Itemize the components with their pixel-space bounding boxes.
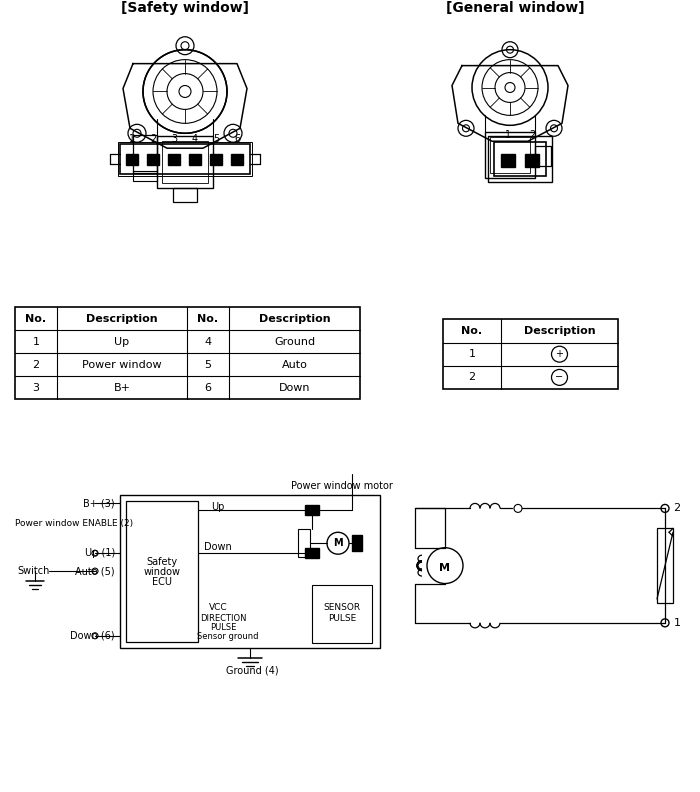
Text: Power window ENABLE (2): Power window ENABLE (2) — [15, 519, 133, 527]
Bar — [147, 154, 159, 165]
Bar — [352, 535, 362, 551]
Text: 4: 4 — [192, 135, 198, 144]
Bar — [443, 319, 618, 389]
Text: B+ (3): B+ (3) — [83, 498, 115, 508]
Text: 2: 2 — [150, 135, 156, 144]
Text: 3: 3 — [171, 135, 177, 144]
Text: 2: 2 — [529, 130, 535, 140]
Text: B+: B+ — [113, 383, 130, 393]
Text: M: M — [440, 562, 451, 573]
Circle shape — [92, 568, 98, 574]
Text: Up (1): Up (1) — [85, 548, 115, 558]
Text: M: M — [333, 539, 343, 548]
Text: [General window]: [General window] — [446, 1, 584, 15]
Bar — [210, 154, 222, 165]
Text: 1: 1 — [468, 349, 475, 360]
Text: Ground: Ground — [274, 337, 315, 347]
Bar — [501, 154, 515, 167]
Text: 2: 2 — [32, 360, 40, 370]
Text: PULSE: PULSE — [328, 615, 356, 623]
Bar — [157, 136, 213, 188]
Text: PULSE: PULSE — [210, 623, 236, 632]
Bar — [126, 501, 198, 642]
Text: 3: 3 — [32, 383, 39, 393]
Circle shape — [514, 505, 522, 512]
Text: Description: Description — [86, 314, 158, 324]
Text: window: window — [144, 566, 181, 577]
Bar — [118, 143, 252, 176]
Text: +: + — [556, 349, 564, 360]
Text: Switch: Switch — [17, 566, 50, 576]
Bar — [485, 132, 535, 178]
Text: 4: 4 — [204, 337, 211, 347]
Bar — [490, 137, 530, 173]
Text: ECU: ECU — [152, 577, 172, 587]
Text: No.: No. — [25, 314, 47, 324]
Text: SENSOR: SENSOR — [323, 604, 360, 612]
Text: 1: 1 — [32, 337, 39, 347]
Circle shape — [92, 633, 98, 639]
Bar — [231, 154, 243, 165]
Text: Power window motor: Power window motor — [291, 481, 393, 490]
Bar — [133, 135, 157, 173]
Text: −: − — [555, 372, 564, 383]
Bar — [15, 307, 360, 399]
Text: Up: Up — [211, 502, 225, 512]
Text: Down: Down — [204, 543, 232, 552]
Bar — [126, 154, 138, 165]
Bar — [305, 505, 319, 516]
Bar — [525, 154, 539, 167]
Text: No.: No. — [461, 326, 482, 336]
Text: Up: Up — [114, 337, 130, 347]
Bar — [189, 154, 201, 165]
Bar — [312, 585, 372, 643]
Text: DIRECTION: DIRECTION — [199, 615, 246, 623]
Text: 2: 2 — [468, 372, 475, 383]
Text: 2: 2 — [673, 504, 680, 513]
Text: Auto: Auto — [281, 360, 307, 370]
Bar — [120, 496, 380, 648]
Text: Power window: Power window — [82, 360, 162, 370]
Text: [Safety window]: [Safety window] — [121, 1, 249, 15]
Text: 1: 1 — [673, 618, 680, 628]
Bar — [173, 188, 197, 202]
Bar — [162, 141, 208, 183]
Text: Down: Down — [279, 383, 310, 393]
Circle shape — [661, 619, 669, 626]
Bar — [657, 528, 673, 603]
Bar — [168, 154, 180, 165]
Text: Auto (5): Auto (5) — [76, 566, 115, 576]
Text: 1: 1 — [505, 130, 511, 140]
Bar — [535, 147, 551, 166]
Text: Down (6): Down (6) — [71, 630, 115, 641]
Bar — [298, 529, 310, 557]
Bar — [133, 171, 157, 181]
Circle shape — [92, 550, 98, 556]
Text: VCC: VCC — [209, 604, 228, 612]
Bar — [305, 548, 319, 558]
Text: 1: 1 — [129, 135, 135, 144]
Text: 5: 5 — [213, 135, 219, 144]
Text: Safety: Safety — [146, 557, 178, 566]
Text: 6: 6 — [234, 135, 240, 144]
Text: Sensor ground: Sensor ground — [197, 632, 259, 642]
Text: No.: No. — [197, 314, 218, 324]
Text: Ground (4): Ground (4) — [225, 665, 279, 676]
Bar — [488, 136, 552, 182]
Text: 5: 5 — [204, 360, 211, 370]
Text: Description: Description — [524, 326, 595, 336]
Text: Description: Description — [259, 314, 330, 324]
Circle shape — [661, 505, 669, 512]
Text: 6: 6 — [204, 383, 211, 393]
Bar — [494, 143, 546, 176]
Bar — [120, 144, 250, 174]
